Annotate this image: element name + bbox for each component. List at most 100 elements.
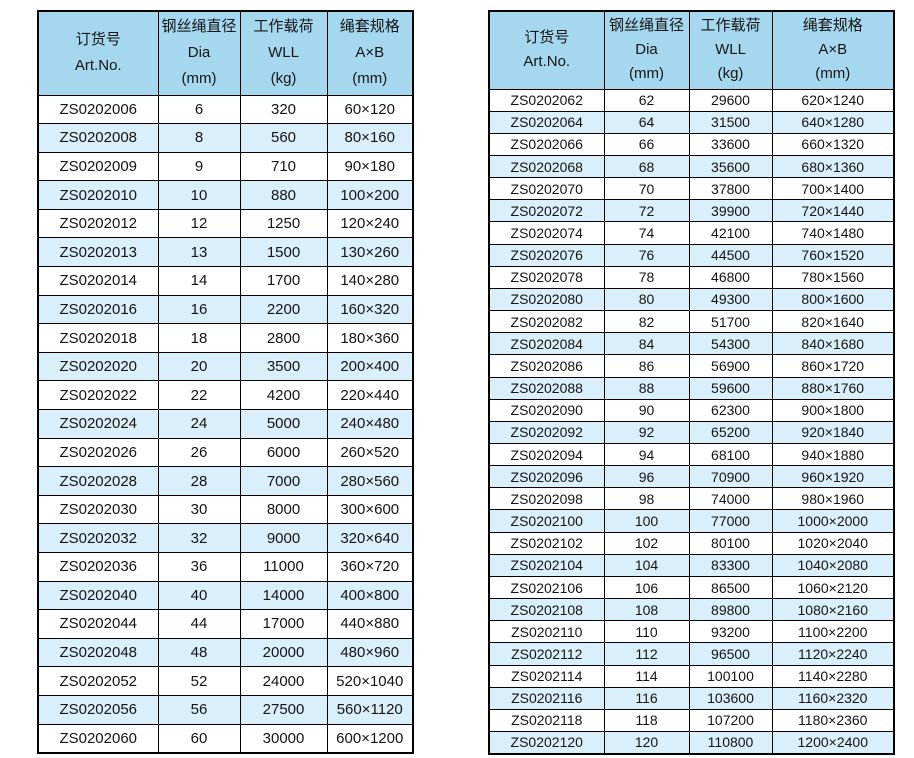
cell-spec: 1040×2080 xyxy=(771,553,895,577)
cell-dia: 78 xyxy=(603,265,690,289)
cell-wll: 68100 xyxy=(688,442,773,467)
table-row: ZS0202036 36 11000 360×720 xyxy=(37,552,414,582)
cell-dia: 20 xyxy=(157,351,241,382)
cell-spec: 840×1680 xyxy=(771,332,895,356)
cell-art-no: ZS0202008 xyxy=(37,123,159,153)
cell-spec: 960×1920 xyxy=(771,465,895,489)
cell-art-no: ZS0202072 xyxy=(488,199,605,223)
cell-wll: 83300 xyxy=(688,553,773,577)
cell-dia: 102 xyxy=(603,531,690,555)
header-label-cn: 绳套规格 xyxy=(802,17,863,35)
cell-art-no: ZS0202118 xyxy=(488,708,605,733)
table-row: ZS0202104 104 83300 1040×2080 xyxy=(488,553,895,577)
header-label-unit: (mm) xyxy=(352,70,388,88)
col-header-dia: 钢丝绳直径 Dia (mm) xyxy=(603,10,690,90)
cell-art-no: ZS0202074 xyxy=(488,221,605,245)
cell-dia: 96 xyxy=(603,465,690,489)
cell-art-no: ZS0202012 xyxy=(37,208,159,239)
cell-wll: 1500 xyxy=(239,237,328,268)
cell-dia: 110 xyxy=(603,620,690,644)
table-row: ZS0202070 70 37800 700×1400 xyxy=(488,177,895,201)
cell-dia: 114 xyxy=(603,664,690,688)
col-header-spec: 绳套规格 A×B (mm) xyxy=(326,10,414,96)
cell-art-no: ZS0202048 xyxy=(37,637,159,668)
table-row: ZS0202092 92 65200 920×1840 xyxy=(488,420,895,445)
header-label-en: A×B xyxy=(818,41,848,59)
cell-art-no: ZS0202024 xyxy=(37,409,159,439)
cell-dia: 36 xyxy=(157,552,241,582)
cell-dia: 100 xyxy=(603,509,690,533)
cell-art-no: ZS0202060 xyxy=(37,723,159,754)
cell-spec: 740×1480 xyxy=(771,221,895,245)
cell-art-no: ZS0202096 xyxy=(488,465,605,489)
cell-spec: 900×1800 xyxy=(771,398,895,422)
cell-wll: 560 xyxy=(239,123,328,153)
cell-art-no: ZS0202040 xyxy=(37,580,159,611)
cell-art-no: ZS0202010 xyxy=(37,180,159,210)
cell-art-no: ZS0202082 xyxy=(488,310,605,334)
header-label-en: Dia xyxy=(635,41,658,59)
cell-spec: 780×1560 xyxy=(771,265,895,289)
cell-dia: 6 xyxy=(157,94,241,125)
cell-wll: 710 xyxy=(239,151,328,182)
cell-dia: 92 xyxy=(603,420,690,445)
header-label-en: A×B xyxy=(355,44,385,62)
cell-wll: 77000 xyxy=(688,509,773,533)
table-row: ZS0202056 56 27500 560×1120 xyxy=(37,694,414,725)
cell-spec: 1120×2240 xyxy=(771,642,895,666)
table-row: ZS0202008 8 560 80×160 xyxy=(37,123,414,153)
cell-art-no: ZS0202070 xyxy=(488,177,605,201)
cell-wll: 4200 xyxy=(239,380,328,411)
cell-spec: 90×180 xyxy=(326,151,414,182)
cell-dia: 68 xyxy=(603,154,690,179)
cell-spec: 140×280 xyxy=(326,266,414,296)
cell-dia: 9 xyxy=(157,151,241,182)
cell-spec: 800×1600 xyxy=(771,287,895,312)
cell-spec: 160×320 xyxy=(326,294,414,325)
col-header-art-no: 订货号 Art.No. xyxy=(37,10,159,96)
table-row: ZS0202013 13 1500 130×260 xyxy=(37,237,414,268)
cell-spec: 920×1840 xyxy=(771,420,895,445)
cell-art-no: ZS0202013 xyxy=(37,237,159,268)
cell-dia: 40 xyxy=(157,580,241,611)
cell-spec: 1080×2160 xyxy=(771,598,895,622)
cell-art-no: ZS0202076 xyxy=(488,243,605,267)
cell-dia: 18 xyxy=(157,323,241,353)
cell-wll: 46800 xyxy=(688,265,773,289)
cell-wll: 80100 xyxy=(688,531,773,555)
header-label-unit: (mm) xyxy=(815,65,851,83)
cell-dia: 28 xyxy=(157,466,241,496)
cell-dia: 84 xyxy=(603,332,690,356)
cell-dia: 112 xyxy=(603,642,690,666)
cell-art-no: ZS0202098 xyxy=(488,487,605,511)
cell-art-no: ZS0202112 xyxy=(488,642,605,666)
table-row: ZS0202040 40 14000 400×800 xyxy=(37,580,414,611)
cell-wll: 320 xyxy=(239,94,328,125)
cell-wll: 39900 xyxy=(688,199,773,223)
cell-dia: 120 xyxy=(603,731,690,755)
cell-dia: 76 xyxy=(603,243,690,267)
cell-dia: 98 xyxy=(603,487,690,511)
header-label-cn: 绳套规格 xyxy=(339,18,400,36)
cell-spec: 560×1120 xyxy=(326,694,414,725)
cell-spec: 1200×2400 xyxy=(771,731,895,755)
table-row: ZS0202120 120 110800 1200×2400 xyxy=(488,731,895,755)
cell-wll: 2800 xyxy=(239,323,328,353)
cell-dia: 106 xyxy=(603,575,690,600)
table-row: ZS0202020 20 3500 200×400 xyxy=(37,351,414,382)
col-header-dia: 钢丝绳直径 Dia (mm) xyxy=(157,10,241,96)
cell-art-no: ZS0202084 xyxy=(488,332,605,356)
cell-art-no: ZS0202078 xyxy=(488,265,605,289)
cell-wll: 100100 xyxy=(688,664,773,688)
cell-art-no: ZS0202088 xyxy=(488,376,605,400)
table-row: ZS0202096 96 70900 960×1920 xyxy=(488,465,895,489)
table-row: ZS0202076 76 44500 760×1520 xyxy=(488,243,895,267)
cell-art-no: ZS0202110 xyxy=(488,620,605,644)
cell-dia: 104 xyxy=(603,553,690,577)
cell-spec: 480×960 xyxy=(326,637,414,668)
table-row: ZS0202116 116 103600 1160×2320 xyxy=(488,686,895,710)
table-header: 订货号 Art.No. 钢丝绳直径 Dia (mm) 工作载荷 WLL (kg)… xyxy=(37,10,414,96)
cell-art-no: ZS0202090 xyxy=(488,398,605,422)
cell-wll: 44500 xyxy=(688,243,773,267)
table-body: ZS0202062 62 29600 620×1240 ZS0202064 64 31500… xyxy=(488,88,895,755)
